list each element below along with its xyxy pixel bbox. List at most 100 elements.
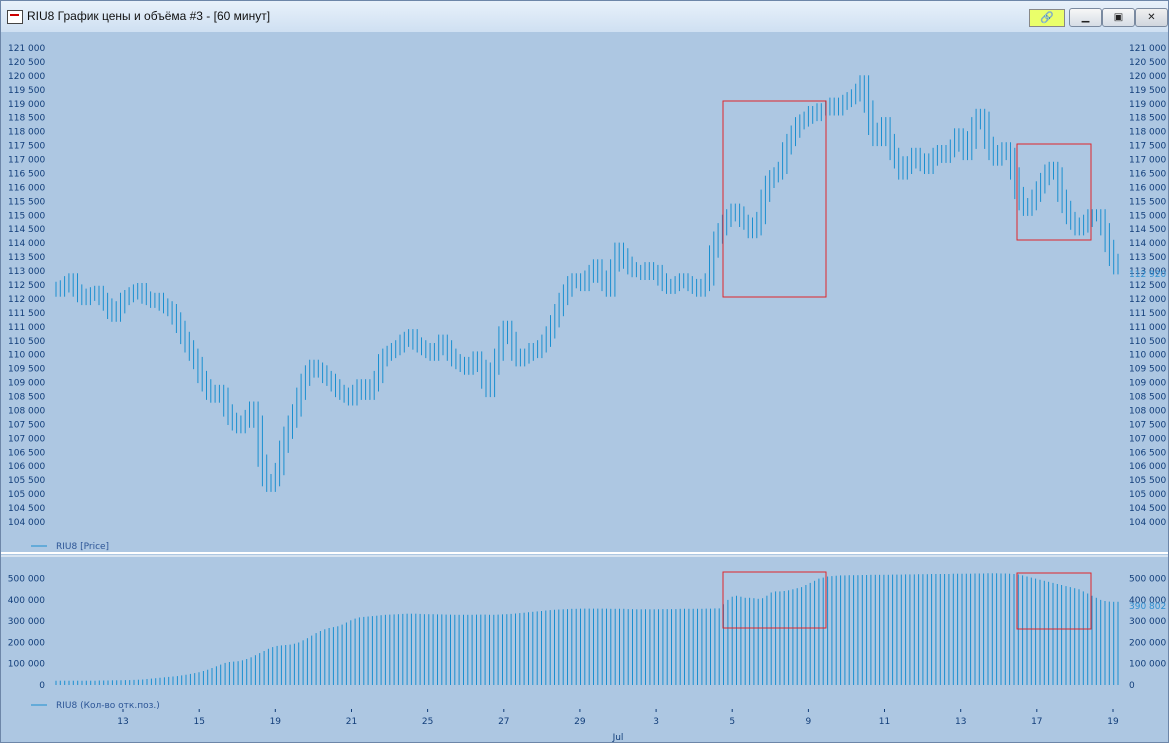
price-y-tick-left: 115 500 xyxy=(8,197,45,207)
close-icon[interactable]: ✕ xyxy=(1135,8,1168,27)
price-y-tick-left: 119 500 xyxy=(8,86,45,96)
price-y-tick-right: 106 000 xyxy=(1129,462,1166,472)
price-y-tick-right: 107 000 xyxy=(1129,434,1166,444)
price-y-tick-right: 120 000 xyxy=(1129,72,1166,82)
price-y-tick-left: 118 000 xyxy=(8,128,45,138)
price-y-tick-right: 113 500 xyxy=(1129,253,1166,263)
volume-y-tick-left: 300 000 xyxy=(8,617,45,627)
price-y-tick-left: 109 000 xyxy=(8,379,45,389)
price-y-tick-right: 117 000 xyxy=(1129,156,1166,166)
volume-y-tick-right: 100 000 xyxy=(1129,660,1166,670)
price-y-tick-left: 118 500 xyxy=(8,114,45,124)
price-y-tick-left: 111 500 xyxy=(8,309,45,319)
x-tick-label: 11 xyxy=(879,717,890,727)
price-y-tick-right: 117 500 xyxy=(1129,142,1166,152)
price-y-tick-left: 121 000 xyxy=(8,44,45,54)
price-y-tick-right: 112 500 xyxy=(1129,281,1166,291)
chart-canvas[interactable]: 121 000 121 000 120 500 120 500 120 000 120 0… xyxy=(1,32,1168,742)
price-y-tick-left: 113 500 xyxy=(8,253,45,263)
minimize-icon[interactable]: ▁ xyxy=(1069,8,1102,27)
highlight-box-volume-rise xyxy=(722,571,827,629)
x-tick-label: 3 xyxy=(653,717,659,727)
price-y-tick-left: 105 000 xyxy=(8,490,45,500)
price-y-tick-left: 108 000 xyxy=(8,407,45,417)
volume-panel xyxy=(55,573,1119,685)
price-y-tick-right: 111 500 xyxy=(1129,309,1166,319)
price-y-tick-left: 104 500 xyxy=(8,504,45,514)
price-y-tick-right: 111 000 xyxy=(1129,323,1166,333)
volume-y-tick-left: 200 000 xyxy=(8,639,45,649)
price-y-tick-left: 104 000 xyxy=(8,518,45,528)
price-y-tick-right: 118 500 xyxy=(1129,114,1166,124)
volume-y-tick-left: 100 000 xyxy=(8,660,45,670)
price-y-tick-right: 104 000 xyxy=(1129,518,1166,528)
price-panel xyxy=(55,75,1119,492)
price-y-tick-left: 120 500 xyxy=(8,58,45,68)
price-y-tick-right: 110 500 xyxy=(1129,337,1166,347)
price-y-tick-right: 108 500 xyxy=(1129,393,1166,403)
price-y-tick-left: 106 500 xyxy=(8,448,45,458)
volume-legend: RIU8 (Кол-во отк.поз.) xyxy=(56,701,160,711)
price-y-tick-right: 116 500 xyxy=(1129,170,1166,180)
price-y-tick-right: 120 500 xyxy=(1129,58,1166,68)
price-y-tick-left: 117 000 xyxy=(8,156,45,166)
price-y-tick-right: 105 500 xyxy=(1129,476,1166,486)
price-legend: RIU8 [Price] xyxy=(56,542,109,552)
x-tick-label: 25 xyxy=(422,717,433,727)
x-tick-label: 5 xyxy=(729,717,735,727)
price-y-tick-right: 106 500 xyxy=(1129,448,1166,458)
x-tick-label: 21 xyxy=(346,717,357,727)
price-y-tick-right: 121 000 xyxy=(1129,44,1166,54)
price-y-tick-left: 107 000 xyxy=(8,434,45,444)
price-y-tick-left: 105 500 xyxy=(8,476,45,486)
price-y-tick-left: 107 500 xyxy=(8,420,45,430)
app-icon[interactable] xyxy=(7,10,23,24)
price-y-tick-left: 115 000 xyxy=(8,211,45,221)
volume-y-tick-right: 300 000 xyxy=(1129,617,1166,627)
price-y-tick-right: 109 000 xyxy=(1129,379,1166,389)
price-y-tick-right: 113 000 xyxy=(1129,267,1166,277)
price-y-tick-right: 119 500 xyxy=(1129,86,1166,96)
volume-y-tick-left: 400 000 xyxy=(8,596,45,606)
price-y-tick-right: 115 000 xyxy=(1129,211,1166,221)
price-y-tick-right: 114 000 xyxy=(1129,239,1166,249)
price-y-tick-left: 120 000 xyxy=(8,72,45,82)
price-y-tick-left: 119 000 xyxy=(8,100,45,110)
price-y-tick-left: 112 000 xyxy=(8,295,45,305)
price-y-tick-left: 108 500 xyxy=(8,393,45,403)
volume-y-tick-right: 200 000 xyxy=(1129,639,1166,649)
price-y-tick-right: 107 500 xyxy=(1129,420,1166,430)
price-last-value: 112 920 xyxy=(1129,270,1166,280)
x-tick-label: 19 xyxy=(270,717,282,727)
x-tick-label: 9 xyxy=(806,717,812,727)
x-tick-label: 19 xyxy=(1107,717,1119,727)
x-month-label: Jul xyxy=(612,733,624,742)
volume-last-value: 390 802 xyxy=(1129,602,1166,612)
x-tick-label: 13 xyxy=(117,717,128,727)
price-y-tick-right: 114 500 xyxy=(1129,225,1166,235)
price-y-tick-right: 118 000 xyxy=(1129,128,1166,138)
price-y-tick-right: 110 000 xyxy=(1129,351,1166,361)
volume-y-tick-right: 400 000 xyxy=(1129,596,1166,606)
price-y-tick-left: 114 000 xyxy=(8,239,45,249)
price-y-tick-right: 115 500 xyxy=(1129,197,1166,207)
x-tick-label: 15 xyxy=(193,717,204,727)
title-bar[interactable]: RIU8 График цены и объёма #3 - [60 минут… xyxy=(1,1,1168,32)
x-tick-label: 13 xyxy=(955,717,966,727)
price-y-tick-left: 116 000 xyxy=(8,183,45,193)
price-y-tick-left: 116 500 xyxy=(8,170,45,180)
price-y-tick-right: 119 000 xyxy=(1129,100,1166,110)
price-y-tick-left: 111 000 xyxy=(8,323,45,333)
price-y-tick-left: 110 000 xyxy=(8,351,45,361)
link-icon[interactable]: 🔗 xyxy=(1029,9,1065,27)
chart-area[interactable]: 121 000 121 000 120 500 120 500 120 000 120 0… xyxy=(1,32,1168,742)
price-y-tick-left: 112 500 xyxy=(8,281,45,291)
volume-y-tick-right: 500 000 xyxy=(1129,575,1166,585)
highlight-box-volume-fall xyxy=(1016,572,1092,630)
price-y-tick-right: 105 000 xyxy=(1129,490,1166,500)
price-y-tick-left: 114 500 xyxy=(8,225,45,235)
volume-y-tick-left: 500 000 xyxy=(8,575,45,585)
axes: 121 000 121 000 120 500 120 500 120 000 120 0… xyxy=(8,44,1167,727)
maximize-icon[interactable]: ▣ xyxy=(1102,8,1135,27)
price-y-tick-left: 113 000 xyxy=(8,267,45,277)
